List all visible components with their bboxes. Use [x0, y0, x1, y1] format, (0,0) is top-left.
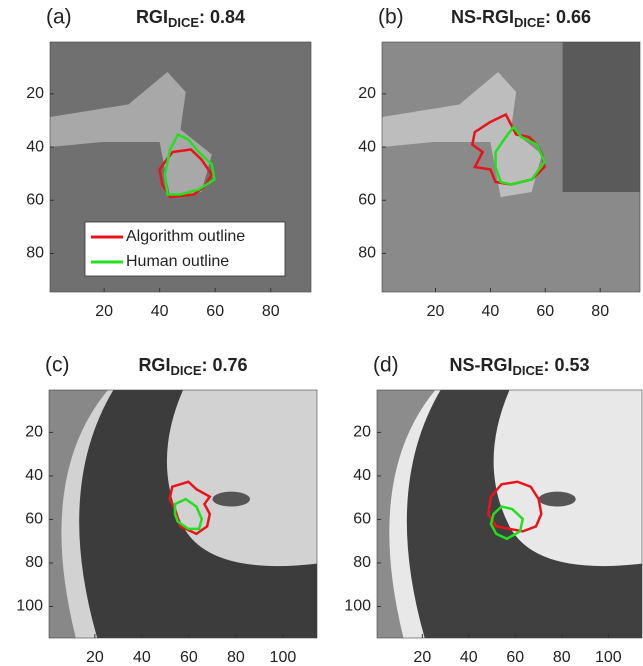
y-tick-label: 100	[344, 598, 371, 615]
title-suffix: : 0.76	[202, 355, 248, 375]
x-tick-label: 40	[151, 303, 169, 320]
x-tick-label: 80	[591, 303, 609, 320]
title-main: RGI	[138, 355, 170, 375]
title-suffix: : 0.66	[545, 7, 591, 27]
y-tick-label: 80	[26, 245, 44, 262]
panel-title: NS-RGIDICE: 0.66	[451, 7, 591, 31]
panel: 20 40 60 80 20 40 60 80 (a) RGIDICE: 0.84 Algorith…	[26, 6, 312, 320]
x-tick-label: 20	[95, 303, 113, 320]
x-tick-label: 60	[536, 303, 554, 320]
x-tick-label: 20	[413, 649, 431, 666]
y-tick-label: 60	[353, 511, 371, 528]
panel-label: (b)	[378, 6, 404, 29]
title-main: NS-RGI	[451, 7, 514, 27]
panel: 20 40 60 80 100 20 40 60 80 100 (d) NS-RGIDICE: 0.5…	[344, 354, 643, 666]
lesion	[212, 491, 251, 507]
x-tick-label: 40	[460, 649, 478, 666]
y-tick-label: 100	[16, 598, 43, 615]
title-subscript: DICE	[168, 15, 199, 30]
y-tick-label: 60	[25, 511, 43, 528]
human-outline	[494, 124, 546, 186]
axes-box	[381, 41, 641, 293]
x-tick-label: 60	[506, 649, 524, 666]
x-tick-label: 80	[262, 303, 280, 320]
y-tick-label: 20	[353, 424, 371, 441]
human-outline	[489, 505, 525, 541]
human-outline	[163, 132, 216, 196]
title-suffix: : 0.53	[544, 355, 590, 375]
image-shade	[562, 42, 640, 192]
title-suffix: : 0.84	[199, 7, 245, 27]
legend-label: Human outline	[126, 253, 229, 270]
x-tick-label: 80	[227, 649, 245, 666]
y-tick-label: 40	[26, 138, 44, 155]
y-tick-label: 20	[358, 85, 376, 102]
chest-wall	[49, 390, 108, 638]
y-tick-label: 40	[358, 138, 376, 155]
x-tick-label: 100	[595, 649, 622, 666]
y-tick-label: 80	[358, 245, 376, 262]
panel: 20 40 60 80 20 40 60 80 (b) NS-RGIDICE: 0.66	[358, 6, 641, 320]
y-tick-label: 40	[25, 467, 43, 484]
image	[382, 42, 640, 292]
y-tick-label: 60	[26, 191, 44, 208]
axes-box	[49, 41, 312, 293]
algorithm-outline	[470, 112, 546, 186]
y-tick-label: 60	[358, 191, 376, 208]
y-tick-label: 20	[26, 85, 44, 102]
x-tick-label: 20	[427, 303, 445, 320]
panel-label: (a)	[46, 6, 72, 29]
tissue	[382, 72, 542, 197]
y-tick-label: 80	[25, 554, 43, 571]
legend-label: Algorithm outline	[126, 228, 245, 245]
title-subscript: DICE	[512, 363, 543, 378]
title-subscript: DICE	[514, 15, 545, 30]
x-tick-label: 60	[180, 649, 198, 666]
x-tick-label: 100	[270, 649, 297, 666]
title-subscript: DICE	[170, 363, 201, 378]
panel: 20 40 60 80 100 20 40 60 80 100 (c) RGIDICE: 0.76	[16, 354, 318, 666]
axes-box	[376, 389, 643, 639]
x-tick-label: 80	[553, 649, 571, 666]
lesion	[538, 491, 576, 507]
x-tick-label: 20	[86, 649, 104, 666]
human-outline	[173, 497, 204, 531]
x-tick-label: 40	[482, 303, 500, 320]
axes-box	[48, 389, 318, 639]
title-main: RGI	[136, 7, 168, 27]
panel-title: RGIDICE: 0.76	[138, 355, 247, 379]
x-tick-label: 60	[206, 303, 224, 320]
image	[49, 390, 317, 638]
panel-label: (d)	[373, 354, 399, 377]
panel-title: RGIDICE: 0.84	[136, 7, 245, 31]
lung	[406, 390, 642, 638]
image	[377, 390, 642, 638]
y-tick-label: 80	[353, 554, 371, 571]
y-tick-label: 20	[25, 424, 43, 441]
panel-title: NS-RGIDICE: 0.53	[449, 355, 589, 379]
legend-box	[84, 221, 286, 277]
panel-label: (c)	[45, 354, 70, 377]
title-main: NS-RGI	[449, 355, 512, 375]
chest-wall	[377, 390, 436, 638]
algorithm-outline	[486, 480, 543, 533]
tissue	[50, 72, 212, 197]
lung	[79, 390, 317, 638]
x-tick-label: 40	[133, 649, 151, 666]
y-tick-label: 40	[353, 467, 371, 484]
